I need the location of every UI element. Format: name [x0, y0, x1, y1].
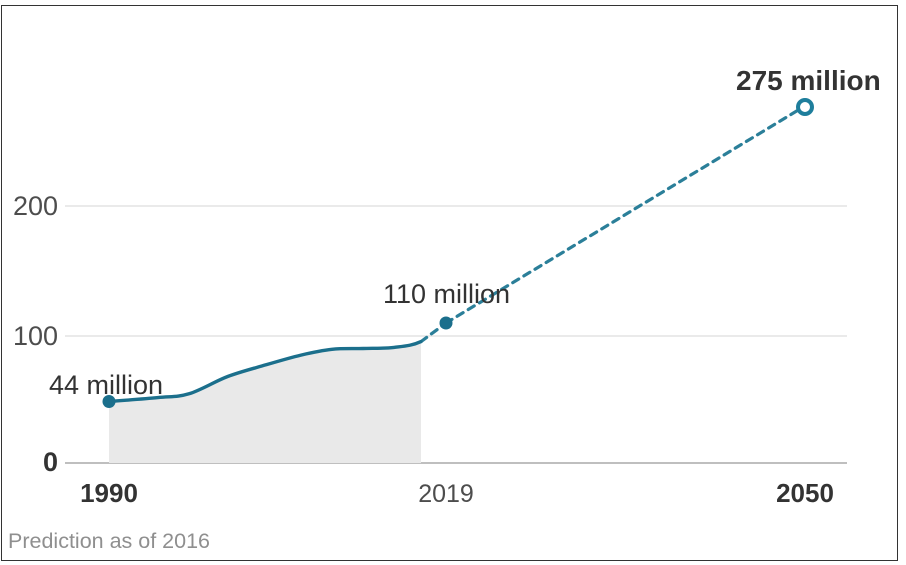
svg-text:2019: 2019 — [418, 480, 474, 508]
svg-text:44 million: 44 million — [49, 370, 163, 400]
svg-text:Prediction as of 2016: Prediction as of 2016 — [8, 529, 210, 553]
svg-text:275 million: 275 million — [736, 65, 881, 96]
svg-text:2050: 2050 — [776, 478, 834, 508]
svg-text:110 million: 110 million — [383, 279, 510, 309]
svg-text:100: 100 — [13, 321, 58, 351]
svg-text:0: 0 — [43, 447, 58, 477]
svg-text:1990: 1990 — [80, 478, 138, 508]
svg-text:200: 200 — [13, 191, 58, 221]
